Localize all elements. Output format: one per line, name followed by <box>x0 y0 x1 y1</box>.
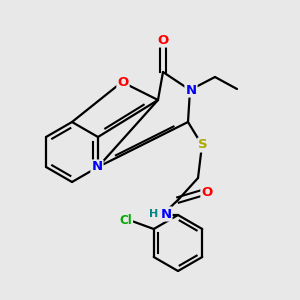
Text: N: N <box>92 160 103 173</box>
Text: O: O <box>201 185 213 199</box>
Text: H: H <box>149 209 159 219</box>
Text: N: N <box>185 83 197 97</box>
Text: N: N <box>160 208 172 220</box>
Text: Cl: Cl <box>119 214 132 226</box>
Text: S: S <box>198 139 208 152</box>
Text: O: O <box>117 76 129 88</box>
Text: O: O <box>158 34 169 46</box>
